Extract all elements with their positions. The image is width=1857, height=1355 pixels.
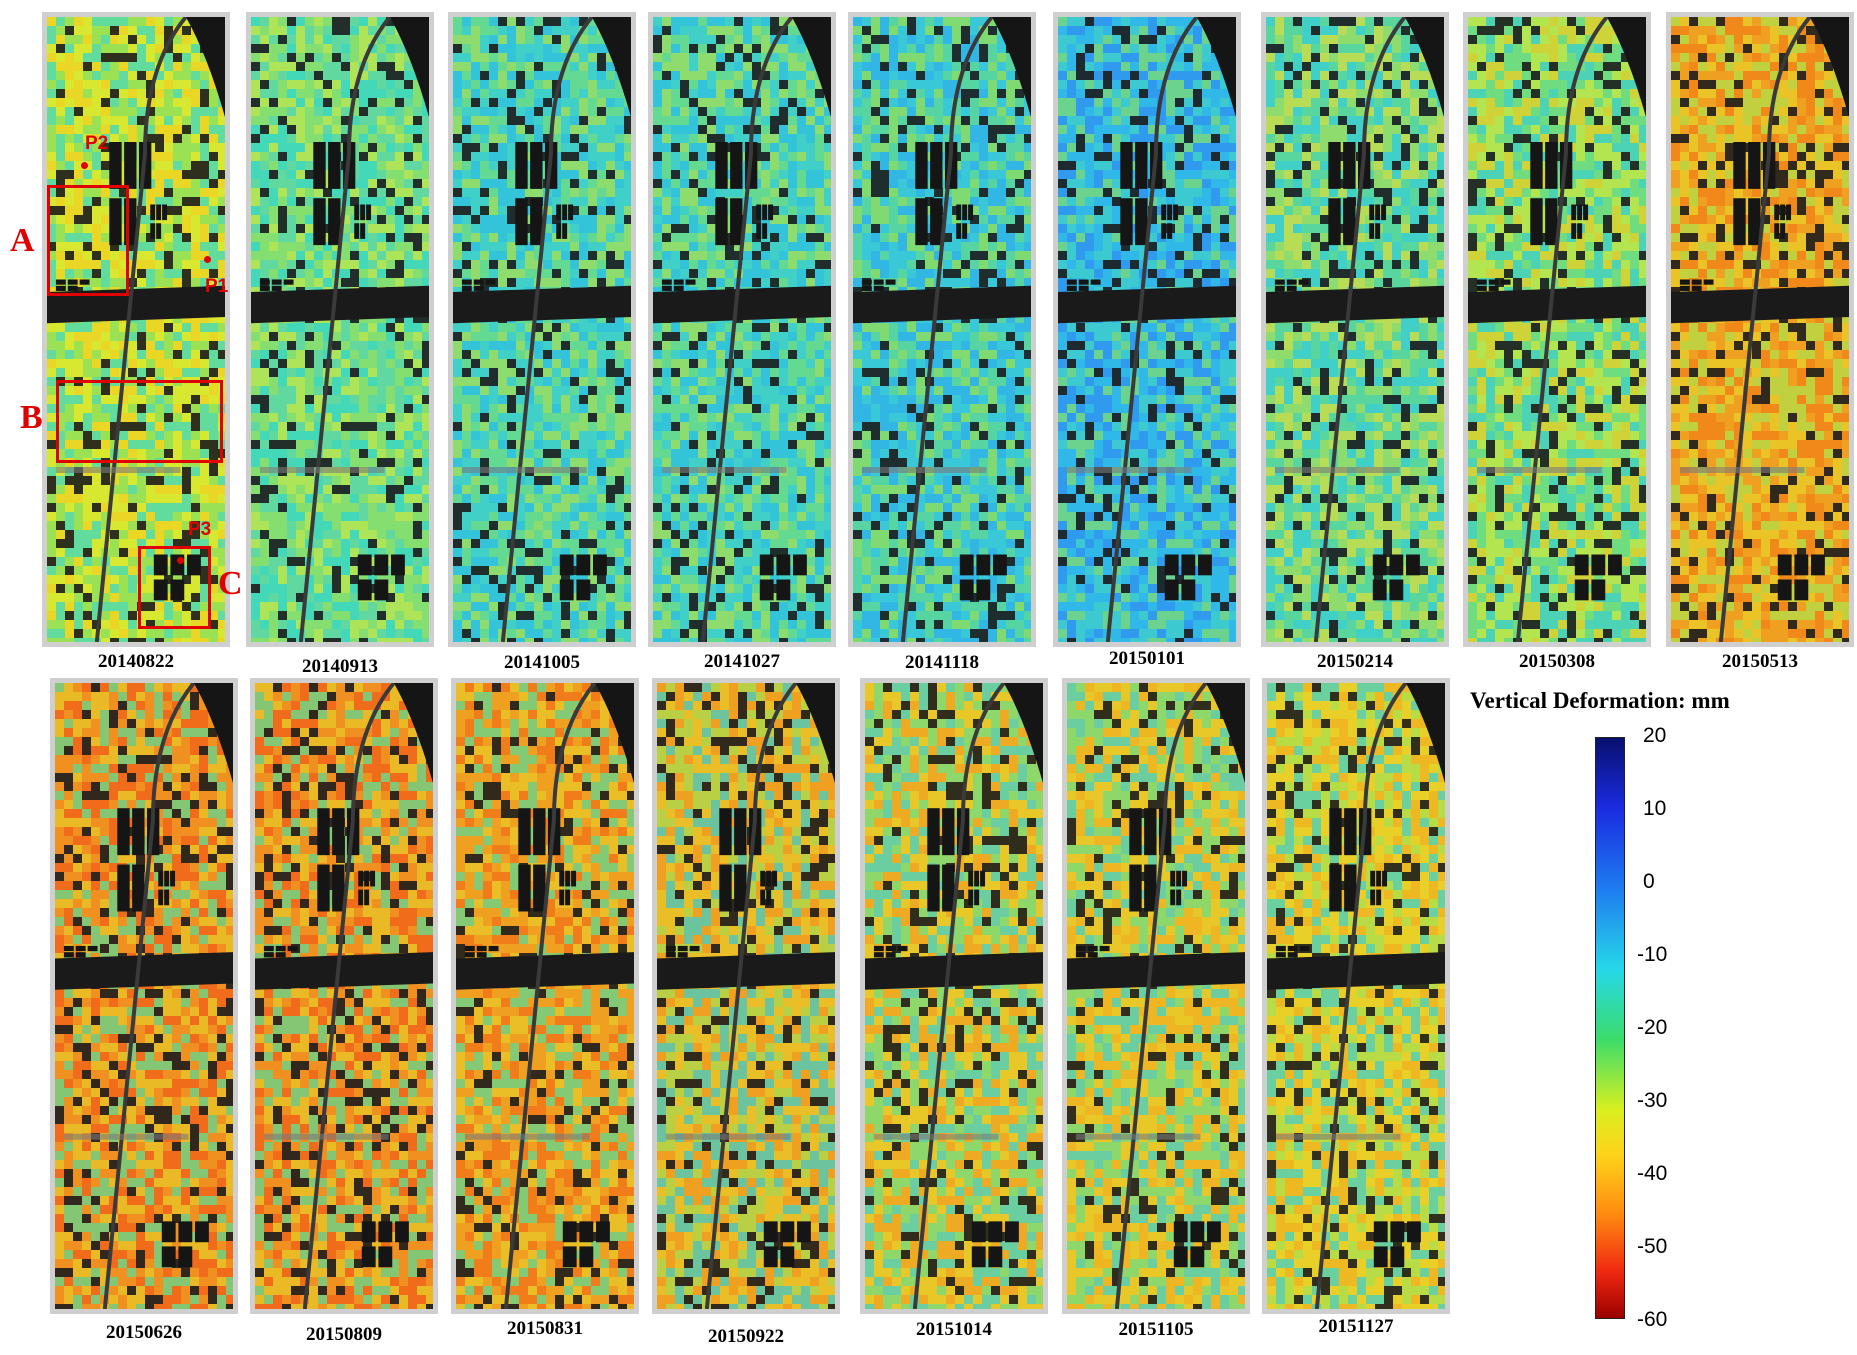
colorbar-tick-minus-10: -10 (1637, 943, 1667, 967)
deformation-map (657, 683, 835, 1309)
map-panel-20150922 (652, 678, 840, 1314)
map-panel-20141005 (448, 12, 636, 647)
date-label-20151127: 20151127 (1266, 1316, 1446, 1338)
point-p2-marker (81, 162, 88, 169)
date-label-20140822: 20140822 (46, 651, 226, 673)
date-label-20150626: 20150626 (54, 1322, 234, 1344)
colorbar-tick-minus-40: -40 (1637, 1162, 1667, 1186)
deformation-map (653, 17, 831, 642)
colorbar-tick-0: 0 (1643, 870, 1655, 894)
deformation-map (865, 683, 1043, 1309)
deformation-map (1067, 683, 1245, 1309)
region-b-box (56, 380, 223, 463)
map-panel-20141027 (648, 12, 836, 647)
map-panel-20151105 (1062, 678, 1250, 1314)
deformation-map (1058, 17, 1236, 642)
deformation-map (1671, 17, 1849, 642)
colorbar-tick-10: 10 (1643, 797, 1666, 821)
date-label-20150513: 20150513 (1670, 651, 1850, 673)
date-label-20151105: 20151105 (1066, 1319, 1246, 1341)
deformation-map (456, 683, 634, 1309)
colorbar-tick-minus-20: -20 (1637, 1016, 1667, 1040)
region-a-box (47, 185, 129, 296)
map-panel-20150626 (50, 678, 238, 1314)
point-p1-label: P1 (205, 276, 228, 298)
deformation-map (1267, 683, 1445, 1309)
region-a-label: A (10, 222, 35, 260)
region-b-label: B (20, 399, 43, 437)
map-panel-20141118 (848, 12, 1036, 647)
deformation-map (1468, 17, 1646, 642)
point-p1-marker (204, 256, 211, 263)
date-label-20150308: 20150308 (1467, 651, 1647, 673)
deformation-map (453, 17, 631, 642)
colorbar-tick-minus-30: -30 (1637, 1089, 1667, 1113)
map-panel-20150101 (1053, 12, 1241, 647)
deformation-map (251, 17, 429, 642)
date-label-20141027: 20141027 (652, 651, 832, 673)
region-c-box (138, 546, 211, 629)
date-label-20151014: 20151014 (864, 1319, 1044, 1341)
map-panel-20140913 (246, 12, 434, 647)
date-label-20150214: 20150214 (1265, 651, 1445, 673)
map-panel-20150308 (1463, 12, 1651, 647)
region-c-label: C (218, 565, 243, 603)
date-label-20150809: 20150809 (254, 1324, 434, 1346)
date-label-20141005: 20141005 (452, 652, 632, 674)
map-panel-20150513 (1666, 12, 1854, 647)
colorbar-tick-minus-50: -50 (1637, 1235, 1667, 1259)
deformation-map (255, 683, 433, 1309)
date-label-20140913: 20140913 (250, 656, 430, 678)
date-label-20150831: 20150831 (455, 1318, 635, 1340)
date-label-20150101: 20150101 (1057, 648, 1237, 670)
map-panel-20151014 (860, 678, 1048, 1314)
colorbar-title: Vertical Deformation: mm (1470, 688, 1730, 714)
colorbar-tick-20: 20 (1643, 724, 1666, 748)
point-p3-label: P3 (188, 519, 211, 541)
date-label-20141118: 20141118 (852, 652, 1032, 674)
point-p3-marker (177, 557, 184, 564)
map-panel-20151127 (1262, 678, 1450, 1314)
date-label-20150922: 20150922 (656, 1326, 836, 1348)
deformation-map (55, 683, 233, 1309)
deformation-map (1266, 17, 1444, 642)
colorbar (1595, 737, 1625, 1319)
point-p2-label: P2 (85, 133, 108, 155)
deformation-map (853, 17, 1031, 642)
colorbar-tick-minus-60: -60 (1637, 1308, 1667, 1332)
map-panel-20150831 (451, 678, 639, 1314)
map-panel-20150214 (1261, 12, 1449, 647)
map-panel-20150809 (250, 678, 438, 1314)
